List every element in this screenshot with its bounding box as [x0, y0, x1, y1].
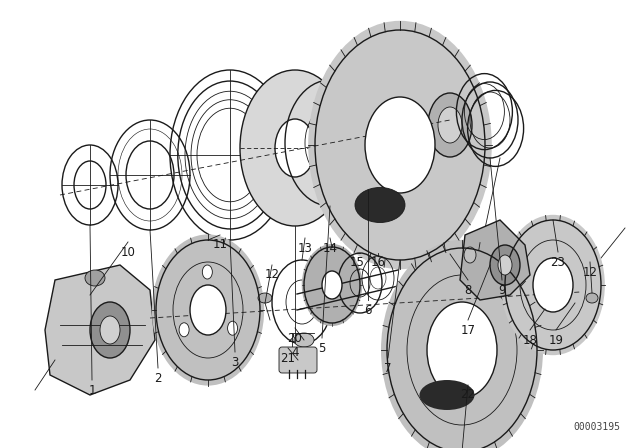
- Ellipse shape: [464, 247, 476, 263]
- Ellipse shape: [501, 215, 605, 355]
- Text: 00003195: 00003195: [573, 422, 620, 432]
- Text: 14: 14: [323, 241, 337, 254]
- Text: 1: 1: [88, 383, 96, 396]
- Text: 17: 17: [461, 323, 476, 336]
- Text: 22: 22: [461, 388, 476, 401]
- Text: 6: 6: [364, 303, 372, 316]
- Ellipse shape: [275, 119, 315, 177]
- Ellipse shape: [586, 293, 598, 303]
- Ellipse shape: [302, 244, 362, 326]
- Ellipse shape: [240, 70, 350, 226]
- Ellipse shape: [533, 258, 573, 312]
- Ellipse shape: [100, 316, 120, 344]
- Text: 11: 11: [212, 238, 227, 251]
- Text: 2: 2: [154, 371, 162, 384]
- Text: 18: 18: [523, 333, 538, 346]
- Ellipse shape: [490, 245, 520, 285]
- Ellipse shape: [498, 255, 512, 275]
- Ellipse shape: [179, 323, 189, 337]
- Text: 20: 20: [287, 332, 303, 345]
- Text: 12: 12: [582, 266, 598, 279]
- Ellipse shape: [428, 93, 472, 157]
- Ellipse shape: [258, 293, 272, 303]
- Ellipse shape: [202, 265, 212, 279]
- Text: 12: 12: [264, 268, 280, 281]
- Ellipse shape: [438, 107, 462, 143]
- Ellipse shape: [381, 240, 543, 448]
- Polygon shape: [45, 265, 155, 395]
- Ellipse shape: [355, 188, 405, 223]
- Ellipse shape: [294, 333, 314, 347]
- Ellipse shape: [152, 234, 264, 386]
- Ellipse shape: [85, 270, 105, 286]
- Text: 4: 4: [291, 345, 299, 358]
- Text: 23: 23: [550, 255, 565, 268]
- Ellipse shape: [427, 302, 497, 398]
- Ellipse shape: [90, 302, 130, 358]
- Text: 15: 15: [349, 257, 364, 270]
- Ellipse shape: [322, 271, 342, 299]
- Text: 13: 13: [298, 241, 312, 254]
- Ellipse shape: [365, 97, 435, 193]
- Text: 9: 9: [499, 284, 506, 297]
- Ellipse shape: [535, 268, 555, 296]
- Ellipse shape: [228, 321, 237, 335]
- Ellipse shape: [190, 285, 226, 335]
- Ellipse shape: [308, 21, 492, 269]
- Ellipse shape: [419, 380, 474, 410]
- Text: 3: 3: [231, 356, 239, 369]
- Text: 10: 10: [120, 246, 136, 258]
- Text: 8: 8: [464, 284, 472, 297]
- Ellipse shape: [525, 255, 565, 309]
- FancyBboxPatch shape: [279, 347, 317, 373]
- Ellipse shape: [442, 242, 458, 254]
- Text: 19: 19: [548, 333, 563, 346]
- Polygon shape: [460, 220, 530, 300]
- Text: 5: 5: [318, 341, 326, 354]
- Text: 7: 7: [384, 362, 392, 375]
- Text: 21: 21: [280, 352, 296, 365]
- Text: 16: 16: [371, 257, 385, 270]
